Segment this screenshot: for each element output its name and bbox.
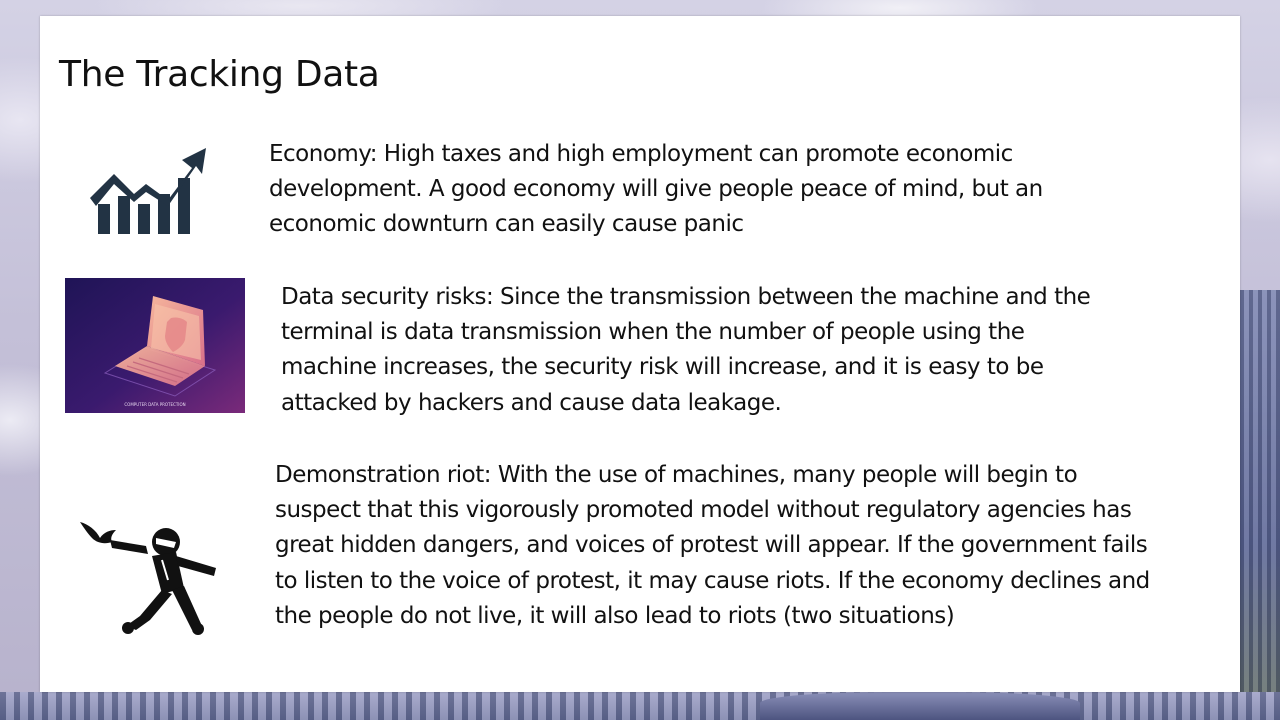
laptop-security-icon: COMPUTER DATA PROTECTION (65, 278, 245, 413)
demonstration-riot-paragraph: Demonstration riot: With the use of mach… (275, 462, 1150, 629)
background-city-right (1240, 290, 1280, 720)
slide-title: The Tracking Data (59, 54, 380, 95)
laptop-image-caption: COMPUTER DATA PROTECTION (124, 402, 185, 407)
economy-paragraph: Economy: High taxes and high employment … (269, 141, 1043, 238)
data-security-paragraph: Data security risks: Since the transmiss… (281, 284, 1091, 416)
rising-chart-icon (90, 148, 206, 234)
slide-card: The Tracking Data Economy: High taxes an… (40, 16, 1240, 692)
background-city-bottom (0, 692, 1280, 720)
rioter-throwing-icon (80, 522, 216, 635)
